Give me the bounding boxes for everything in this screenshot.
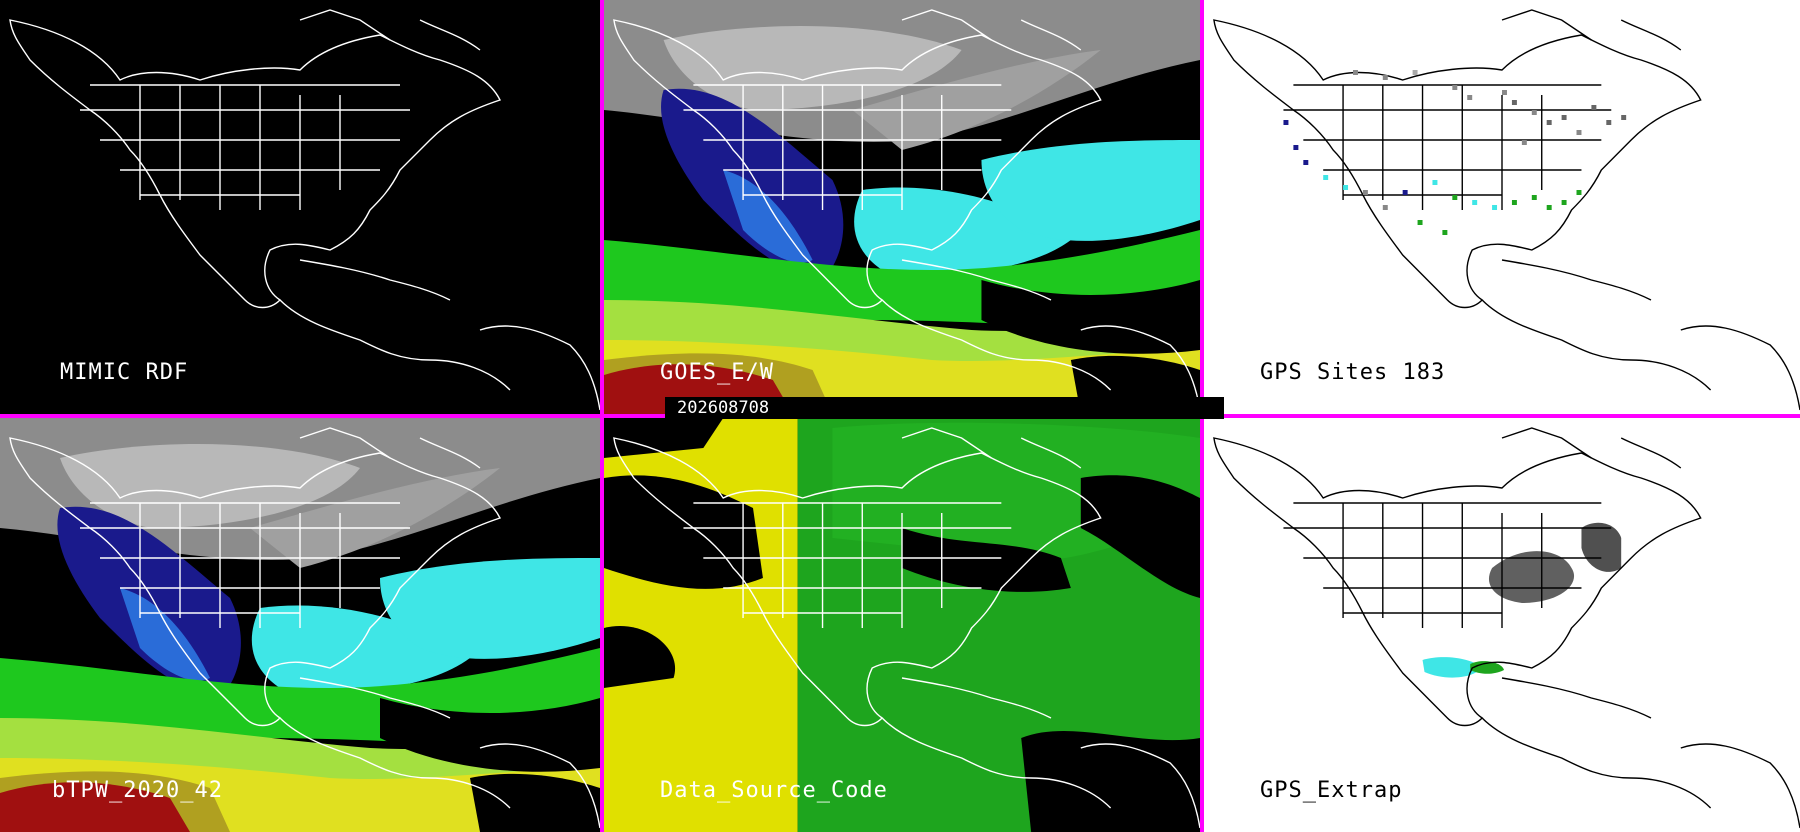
gps-site-marker	[1521, 140, 1527, 145]
gps-site-marker	[1606, 120, 1612, 125]
gps-site-marker	[1546, 120, 1552, 125]
timestamp-bar: 202608708	[665, 397, 1224, 419]
gps-site-marker	[1561, 115, 1567, 120]
gps-site-marker	[1417, 220, 1423, 225]
gps-site-marker	[1492, 205, 1498, 210]
gps-site-marker	[1511, 100, 1517, 105]
gps-site-marker	[1452, 195, 1458, 200]
panel-data-source: Data_Source_Code	[604, 418, 1200, 832]
gps-site-marker	[1323, 175, 1329, 180]
gps-site-marker	[1467, 95, 1473, 100]
gps-site-marker	[1591, 105, 1597, 110]
gps-site-marker	[1561, 200, 1567, 205]
gps-site-marker	[1293, 145, 1299, 150]
timestamp-text: 202608708	[677, 398, 770, 418]
panel-label-gps-extrap: GPS_Extrap	[1260, 778, 1403, 803]
panel-label-data-source: Data_Source_Code	[660, 778, 888, 803]
map-btpw	[0, 418, 600, 832]
gps-site-marker	[1353, 70, 1358, 75]
gps-site-marker	[1382, 75, 1388, 80]
gps-site-marker	[1576, 130, 1582, 135]
gps-site-marker	[1362, 190, 1368, 195]
gps-site-marker	[1402, 190, 1408, 195]
panel-label-btpw: bTPW_2020_42	[52, 778, 223, 803]
gps-site-marker	[1432, 180, 1438, 185]
gps-site-marker	[1621, 115, 1627, 120]
gps-site-marker	[1502, 90, 1507, 95]
gps-site-marker	[1531, 110, 1537, 115]
panel-label-mimic-rdf: MIMIC RDF	[60, 360, 189, 385]
panel-goes: GOES_E/W	[604, 0, 1200, 414]
gps-site-marker	[1343, 185, 1349, 190]
gps-site-marker	[1531, 195, 1537, 200]
panel-mimic-rdf: MIMIC RDF	[0, 0, 600, 414]
gps-site-marker	[1283, 120, 1289, 125]
gps-site-marker	[1452, 85, 1458, 90]
map-data-source	[604, 418, 1200, 832]
map-gps-sites	[1213, 9, 1800, 411]
panel-label-gps-sites: GPS Sites 183	[1260, 360, 1446, 385]
gps-site-marker	[1442, 230, 1448, 235]
map-mimic-rdf	[9, 9, 600, 411]
map-goes	[604, 0, 1200, 414]
panel-gps-extrap: GPS_Extrap	[1204, 418, 1800, 832]
gps-site-marker	[1472, 200, 1478, 205]
gps-site-marker	[1546, 205, 1552, 210]
map-gps-extrap	[1213, 427, 1800, 829]
gps-site-marker	[1382, 205, 1388, 210]
gps-site-marker	[1576, 190, 1582, 195]
gps-site-marker	[1303, 160, 1309, 165]
gps-site-marker	[1511, 200, 1517, 205]
panel-gps-sites: GPS Sites 183	[1204, 0, 1800, 414]
panel-label-goes: GOES_E/W	[660, 360, 774, 385]
panel-btpw: bTPW_2020_42	[0, 418, 600, 832]
gps-site-marker	[1412, 70, 1418, 75]
